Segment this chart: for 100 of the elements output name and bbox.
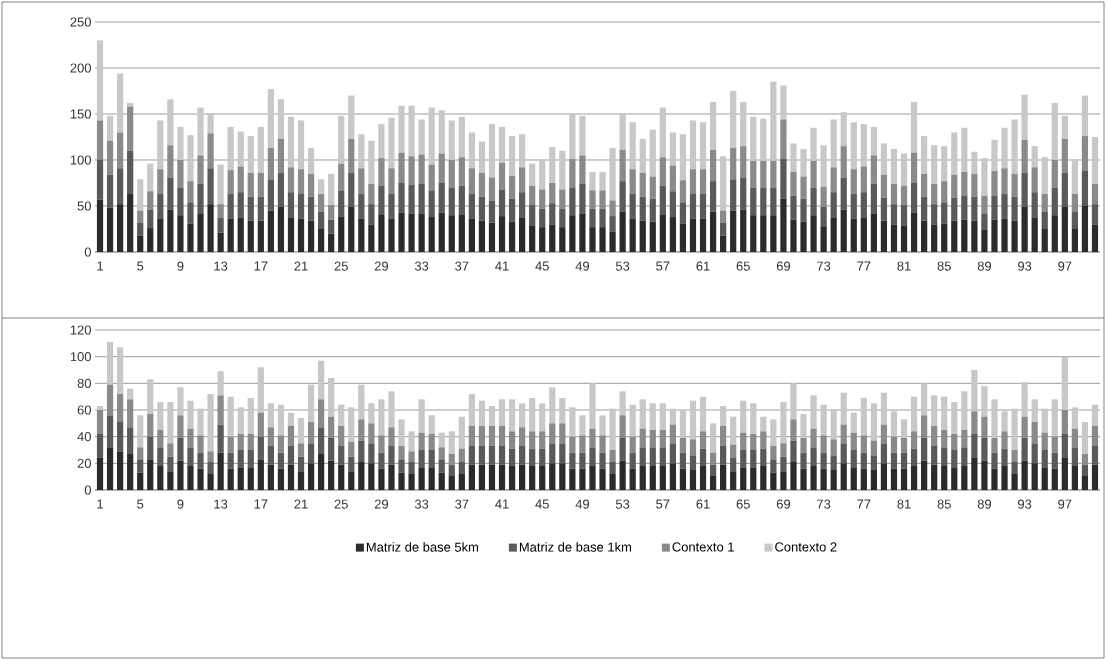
bar	[589, 383, 596, 429]
bar	[1031, 443, 1038, 464]
bar	[549, 183, 556, 204]
bar	[709, 102, 717, 150]
bar	[348, 456, 355, 472]
bar	[750, 116, 757, 161]
bar	[1061, 115, 1068, 139]
bar	[137, 235, 144, 252]
bar	[147, 228, 154, 252]
bar	[478, 400, 486, 426]
bar	[529, 163, 536, 186]
bar	[418, 432, 425, 450]
bar	[207, 113, 214, 134]
bar	[659, 430, 666, 448]
bar	[780, 402, 787, 444]
bar	[519, 134, 526, 168]
x-tick-label: 57	[656, 499, 670, 509]
bar	[921, 438, 928, 461]
bar	[1081, 422, 1089, 454]
x-tick-label: 49	[575, 261, 590, 271]
bar	[458, 157, 465, 186]
bar	[338, 404, 345, 426]
bar	[910, 102, 918, 153]
bar	[498, 464, 506, 490]
bar	[1071, 160, 1078, 195]
bar	[448, 187, 455, 216]
bar	[991, 452, 998, 469]
bar	[257, 172, 264, 197]
bar	[267, 403, 274, 428]
bar	[348, 471, 355, 490]
bar	[539, 431, 546, 449]
bar	[1011, 220, 1018, 252]
bar	[167, 471, 174, 490]
bar	[800, 148, 807, 177]
bar	[287, 464, 295, 490]
bar	[1011, 173, 1018, 197]
bar	[539, 160, 546, 190]
bar	[529, 185, 536, 206]
bar	[167, 99, 174, 146]
bar	[951, 467, 958, 490]
bar	[589, 190, 596, 209]
bar	[498, 126, 506, 163]
bar	[468, 168, 475, 195]
bar	[1061, 356, 1068, 410]
bar	[197, 435, 204, 453]
x-tick-label: 29	[374, 499, 389, 509]
bar	[619, 181, 626, 212]
bar	[498, 189, 506, 217]
bar	[277, 99, 285, 139]
bar	[328, 219, 335, 234]
bar	[1051, 399, 1058, 437]
bar	[659, 214, 666, 252]
bar	[388, 194, 395, 219]
bar	[247, 434, 254, 450]
bar	[629, 436, 636, 453]
bar	[709, 475, 717, 490]
bar	[388, 391, 395, 428]
bar	[790, 383, 797, 420]
bar	[1021, 438, 1028, 461]
bar	[408, 105, 415, 157]
bar	[539, 448, 546, 466]
bar	[96, 458, 104, 490]
bar	[619, 211, 626, 252]
bar	[1001, 168, 1008, 195]
bar	[106, 174, 114, 208]
bar	[679, 180, 687, 203]
bar	[498, 399, 506, 426]
bar	[679, 438, 687, 453]
bar	[599, 190, 606, 209]
bar	[388, 427, 395, 446]
bar	[277, 468, 285, 490]
bar	[599, 435, 606, 453]
bar	[177, 460, 184, 490]
bar	[820, 435, 827, 453]
bar	[438, 153, 445, 183]
x-tick-label: 93	[1018, 499, 1032, 509]
bar	[177, 187, 184, 216]
x-tick-label: 97	[1058, 499, 1072, 509]
bar	[539, 227, 546, 252]
bar	[870, 455, 877, 470]
y-tick-label: 150	[70, 109, 91, 119]
bar	[931, 204, 938, 225]
bar	[780, 85, 787, 120]
bar	[468, 464, 475, 490]
bar	[157, 194, 164, 219]
x-tick-label: 29	[374, 261, 389, 271]
x-tick-label: 61	[696, 499, 710, 509]
bar	[328, 378, 335, 417]
x-tick-label: 53	[615, 499, 630, 509]
bar	[1091, 136, 1099, 184]
bar	[217, 371, 224, 396]
bar	[961, 171, 968, 196]
bar	[448, 464, 455, 476]
bar	[519, 167, 526, 193]
bar	[247, 450, 254, 468]
x-tick-label: 21	[294, 499, 308, 509]
bar	[287, 116, 295, 168]
bar	[1091, 404, 1099, 426]
bar	[629, 468, 636, 490]
bar	[106, 447, 114, 490]
